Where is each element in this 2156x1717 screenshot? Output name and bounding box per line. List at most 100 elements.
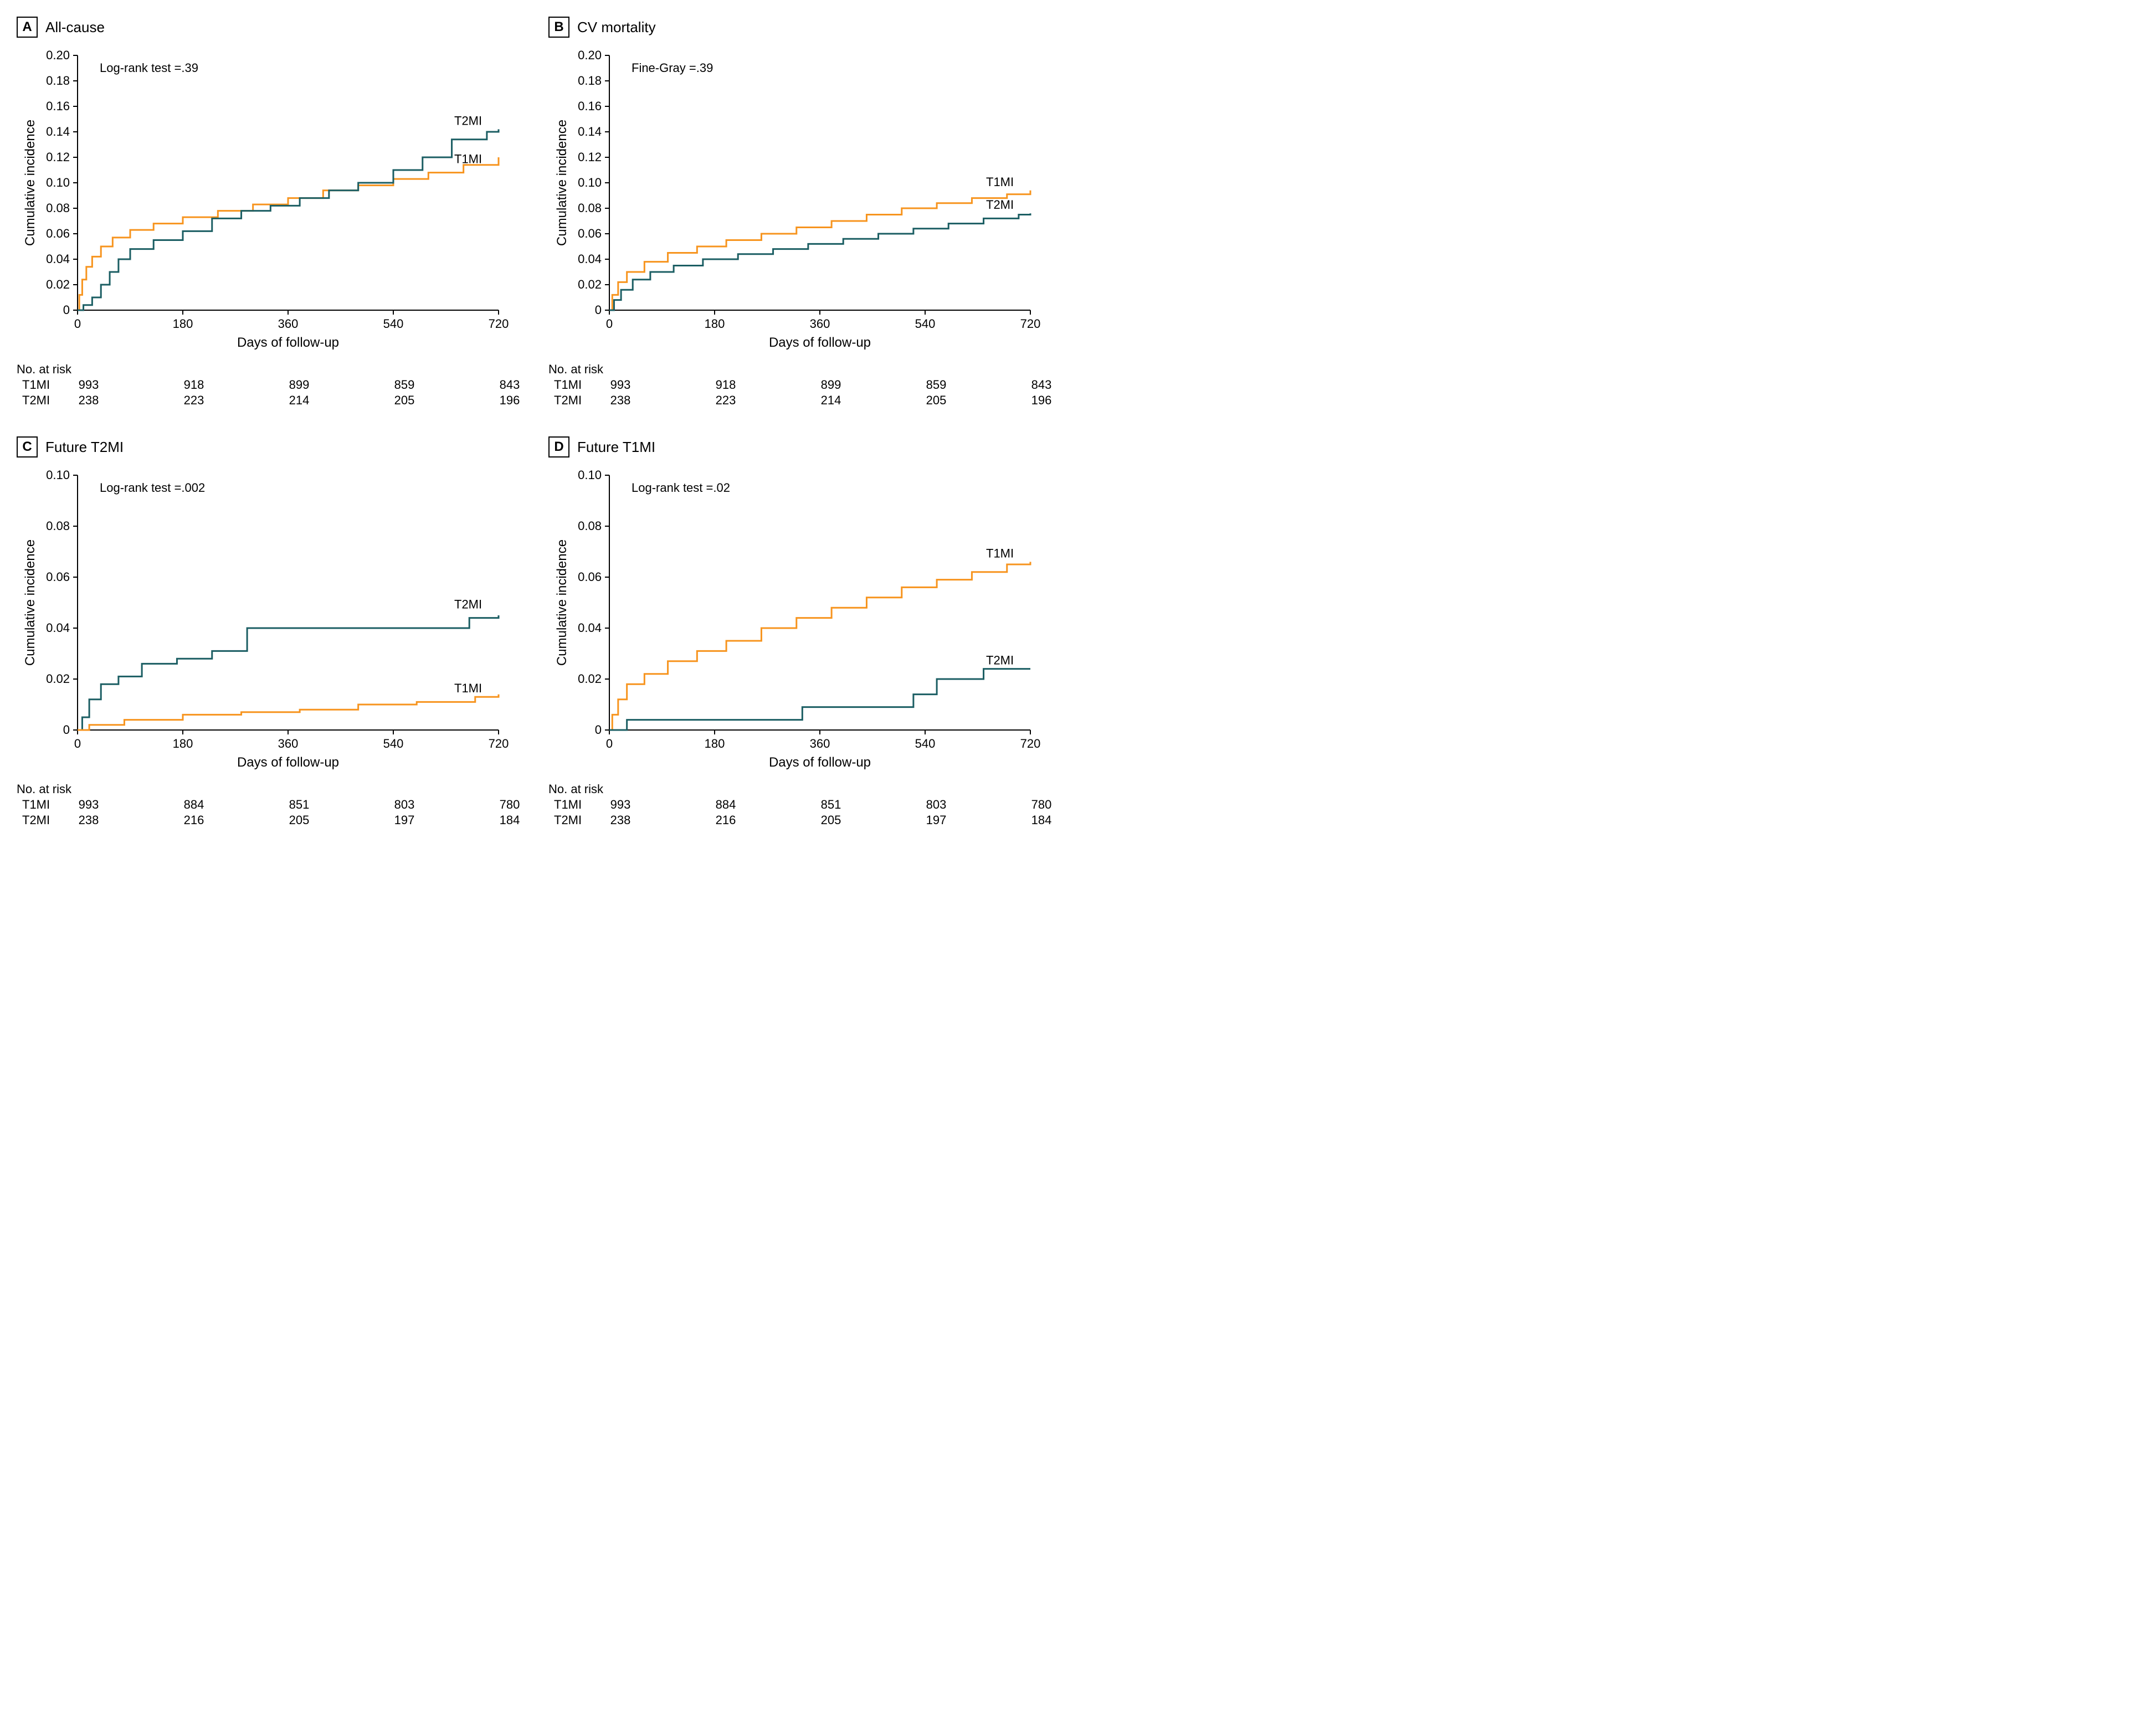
at-risk-value: 197 (914, 813, 958, 827)
svg-text:0.20: 0.20 (578, 48, 602, 62)
at-risk-row-label: T2MI (22, 393, 50, 408)
at-risk-row: T2MI238223214205196 (17, 393, 515, 409)
svg-text:0.16: 0.16 (46, 99, 70, 113)
at-risk-value: 884 (172, 798, 216, 812)
at-risk-row: T2MI238216205197184 (17, 813, 515, 829)
series-label: T1MI (454, 152, 482, 166)
series-label: T2MI (986, 654, 1014, 667)
survival-chart: 00.020.040.060.080.100180360540720Days o… (17, 464, 515, 774)
series-line-t1mi (78, 157, 499, 310)
at-risk-value: 993 (66, 798, 111, 812)
at-risk-row-label: T2MI (22, 813, 50, 827)
series-line-t2mi (609, 669, 1030, 730)
at-risk-row-label: T1MI (22, 798, 50, 812)
at-risk-heading: No. at risk (548, 362, 1047, 377)
x-axis-label: Days of follow-up (769, 335, 871, 350)
at-risk-value: 197 (382, 813, 427, 827)
svg-text:180: 180 (705, 737, 725, 750)
panel-letter: D (548, 436, 569, 457)
at-risk-value: 205 (914, 393, 958, 408)
at-risk-value: 238 (598, 393, 643, 408)
svg-text:0.08: 0.08 (46, 201, 70, 215)
svg-text:0.04: 0.04 (46, 621, 70, 635)
at-risk-row: T2MI238216205197184 (548, 813, 1047, 829)
at-risk-value: 184 (487, 813, 532, 827)
svg-text:540: 540 (383, 737, 404, 750)
panel-letter: C (17, 436, 38, 457)
at-risk-value: 184 (1019, 813, 1064, 827)
y-axis-label: Cumulative incidence (555, 539, 569, 666)
panel-title-text: CV mortality (577, 19, 656, 36)
at-risk-value: 859 (382, 378, 427, 392)
at-risk-value: 223 (172, 393, 216, 408)
at-risk-row-label: T1MI (22, 378, 50, 392)
x-axis-label: Days of follow-up (237, 335, 339, 350)
at-risk-value: 899 (809, 378, 853, 392)
at-risk-value: 196 (1019, 393, 1064, 408)
series-label: T1MI (986, 175, 1014, 189)
at-risk-value: 843 (1019, 378, 1064, 392)
svg-text:0: 0 (595, 723, 602, 737)
svg-text:0.02: 0.02 (578, 672, 602, 686)
svg-text:0: 0 (74, 317, 81, 331)
series-line-t1mi (78, 695, 499, 730)
at-risk-row: T1MI993884851803780 (17, 798, 515, 813)
svg-text:540: 540 (383, 317, 404, 331)
svg-text:360: 360 (278, 737, 299, 750)
at-risk-value: 214 (277, 393, 321, 408)
svg-text:180: 180 (173, 737, 193, 750)
svg-text:0.10: 0.10 (46, 176, 70, 189)
at-risk-value: 205 (382, 393, 427, 408)
svg-text:360: 360 (810, 737, 830, 750)
svg-text:180: 180 (173, 317, 193, 331)
at-risk-value: 993 (66, 378, 111, 392)
at-risk-value: 803 (382, 798, 427, 812)
svg-text:0.04: 0.04 (46, 252, 70, 266)
svg-text:0.02: 0.02 (46, 672, 70, 686)
stat-annotation: Log-rank test =.39 (100, 61, 198, 75)
svg-text:720: 720 (1020, 737, 1041, 750)
at-risk-value: 196 (487, 393, 532, 408)
at-risk-value: 859 (914, 378, 958, 392)
at-risk-value: 214 (809, 393, 853, 408)
at-risk-value: 780 (1019, 798, 1064, 812)
svg-text:0.14: 0.14 (578, 125, 602, 138)
at-risk-value: 205 (809, 813, 853, 827)
at-risk-value: 780 (487, 798, 532, 812)
svg-text:0.12: 0.12 (578, 150, 602, 164)
at-risk-value: 216 (172, 813, 216, 827)
at-risk-row-label: T1MI (554, 378, 582, 392)
at-risk-heading: No. at risk (548, 782, 1047, 796)
svg-text:0.02: 0.02 (46, 277, 70, 291)
svg-text:0.08: 0.08 (46, 519, 70, 533)
x-axis-label: Days of follow-up (769, 755, 871, 770)
svg-text:720: 720 (489, 317, 509, 331)
svg-text:0.04: 0.04 (578, 252, 602, 266)
at-risk-row: T2MI238223214205196 (548, 393, 1047, 409)
svg-text:0.10: 0.10 (578, 468, 602, 482)
survival-chart: 00.020.040.060.080.100.120.140.160.180.2… (548, 44, 1047, 354)
svg-text:0: 0 (63, 303, 70, 317)
y-axis-label: Cumulative incidence (23, 120, 38, 246)
at-risk-row: T1MI993918899859843 (17, 378, 515, 393)
series-label: T1MI (986, 546, 1014, 560)
svg-text:0.08: 0.08 (578, 201, 602, 215)
panel-letter: A (17, 17, 38, 38)
svg-text:0: 0 (74, 737, 81, 750)
svg-text:360: 360 (278, 317, 299, 331)
at-risk-value: 918 (704, 378, 748, 392)
at-risk-value: 899 (277, 378, 321, 392)
chart-panel: CFuture T2MI00.020.040.060.080.100180360… (17, 436, 515, 829)
svg-text:0.14: 0.14 (46, 125, 70, 138)
at-risk-row: T1MI993884851803780 (548, 798, 1047, 813)
panel-title-row: BCV mortality (548, 17, 1047, 38)
svg-text:540: 540 (915, 737, 936, 750)
svg-text:720: 720 (1020, 317, 1041, 331)
at-risk-row-label: T1MI (554, 798, 582, 812)
panel-title-text: Future T1MI (577, 439, 655, 456)
series-line-t1mi (609, 562, 1030, 730)
at-risk-value: 238 (66, 813, 111, 827)
at-risk-value: 851 (809, 798, 853, 812)
svg-text:0.10: 0.10 (578, 176, 602, 189)
at-risk-row-label: T2MI (554, 393, 582, 408)
